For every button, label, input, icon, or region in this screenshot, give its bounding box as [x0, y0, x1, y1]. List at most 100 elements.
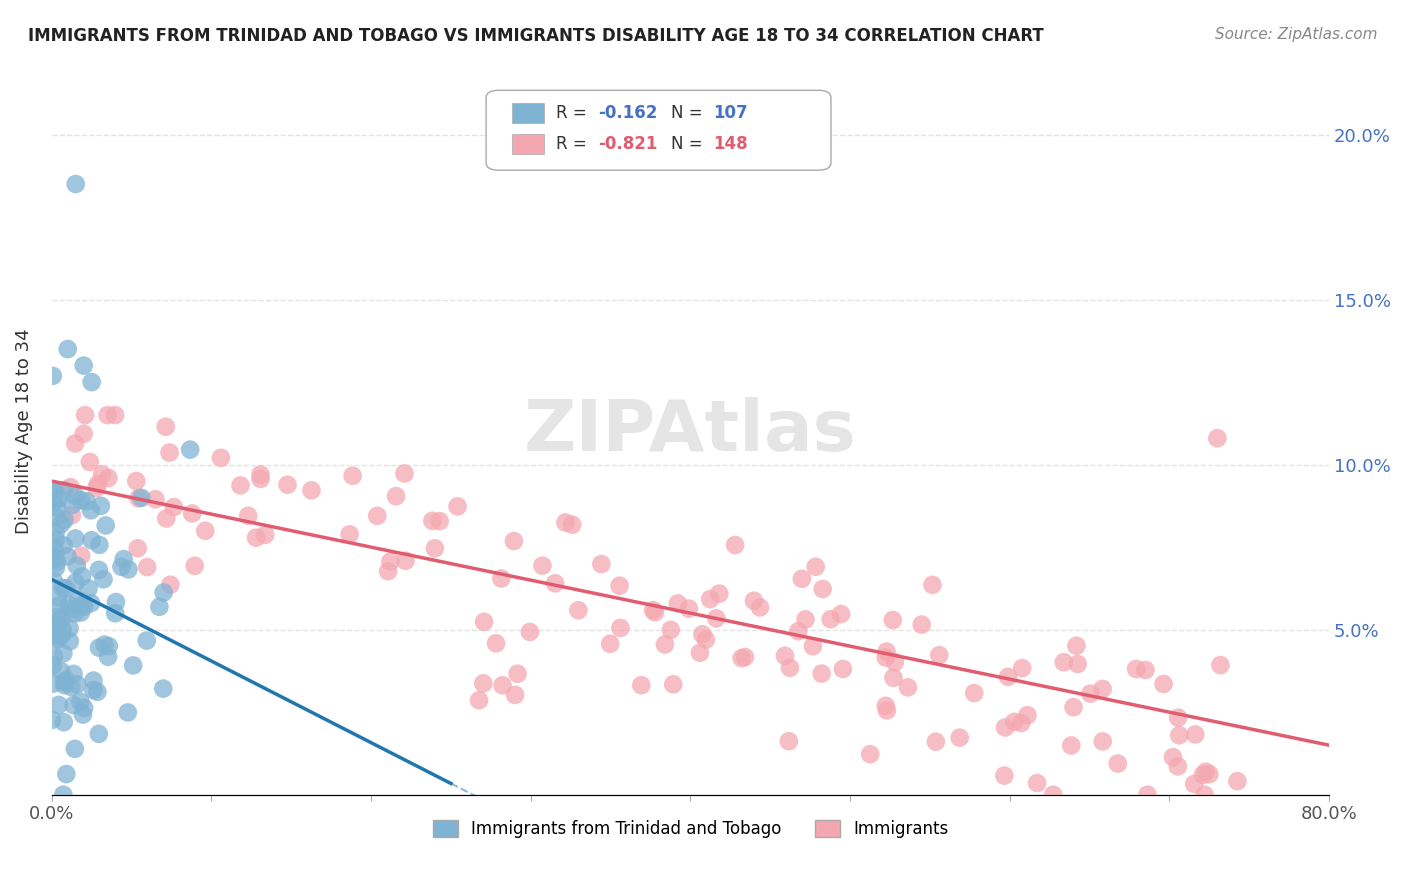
Immigrants from Trinidad and Tobago [52, 581, 75, 595]
Immigrants from Trinidad and Tobago [97, 639, 120, 653]
Immigrants [145, 492, 167, 507]
Immigrants from Trinidad and Tobago [69, 695, 91, 709]
Immigrants from Trinidad and Tobago [46, 491, 69, 506]
Immigrants [911, 617, 934, 632]
Immigrants [238, 508, 260, 523]
Immigrants from Trinidad and Tobago [46, 632, 69, 647]
Immigrants from Trinidad and Tobago [52, 483, 75, 497]
Immigrants from Trinidad and Tobago [65, 532, 87, 546]
Immigrants [159, 445, 181, 459]
Text: N =: N = [671, 103, 709, 122]
Immigrants [155, 419, 177, 434]
Immigrants [790, 572, 813, 586]
Immigrants from Trinidad and Tobago [104, 595, 127, 609]
Immigrants from Trinidad and Tobago [46, 555, 69, 569]
Immigrants [561, 517, 583, 532]
Immigrants [1209, 658, 1232, 673]
Immigrants [209, 450, 232, 465]
Immigrants [276, 477, 298, 491]
Immigrants [875, 650, 897, 665]
Immigrants [155, 511, 177, 525]
Immigrants [59, 480, 82, 494]
Immigrants from Trinidad and Tobago [80, 375, 103, 389]
Immigrants from Trinidad and Tobago [48, 627, 70, 641]
Immigrants [1091, 681, 1114, 696]
FancyBboxPatch shape [512, 134, 544, 154]
Immigrants from Trinidad and Tobago [60, 680, 83, 694]
Immigrants from Trinidad and Tobago [63, 742, 86, 756]
Immigrants from Trinidad and Tobago [148, 599, 170, 614]
Immigrants from Trinidad and Tobago [46, 500, 69, 515]
Immigrants [599, 637, 621, 651]
Immigrants [531, 558, 554, 573]
Immigrants [666, 597, 689, 611]
Immigrants [96, 408, 118, 422]
Immigrants [820, 612, 842, 626]
Immigrants [921, 578, 943, 592]
Immigrants [1107, 756, 1129, 771]
Immigrants [695, 632, 717, 647]
Immigrants from Trinidad and Tobago [80, 503, 103, 517]
Text: -0.162: -0.162 [599, 103, 658, 122]
Immigrants [394, 554, 416, 568]
Immigrants from Trinidad and Tobago [66, 677, 89, 691]
Immigrants [659, 623, 682, 637]
Immigrants [73, 408, 96, 422]
Immigrants [91, 467, 114, 482]
Immigrants [394, 467, 416, 481]
Immigrants [882, 613, 904, 627]
Immigrants [1091, 734, 1114, 748]
Immigrants from Trinidad and Tobago [56, 549, 79, 564]
Text: N =: N = [671, 135, 709, 153]
Immigrants [925, 735, 948, 749]
Immigrants from Trinidad and Tobago [152, 681, 174, 696]
Immigrants [544, 576, 567, 591]
Immigrants from Trinidad and Tobago [44, 541, 66, 556]
Immigrants [591, 557, 613, 571]
Immigrants from Trinidad and Tobago [93, 572, 115, 586]
Immigrants [159, 577, 181, 591]
Immigrants from Trinidad and Tobago [58, 621, 80, 635]
FancyBboxPatch shape [512, 103, 544, 123]
Immigrants from Trinidad and Tobago [122, 658, 145, 673]
Immigrants [127, 491, 149, 506]
Immigrants [928, 648, 950, 663]
Immigrants from Trinidad and Tobago [52, 623, 75, 637]
Immigrants from Trinidad and Tobago [89, 538, 111, 552]
Immigrants [654, 638, 676, 652]
Immigrants [692, 627, 714, 641]
Immigrants [730, 651, 752, 665]
Immigrants [1042, 788, 1064, 802]
Immigrants from Trinidad and Tobago [55, 582, 77, 596]
Immigrants [554, 516, 576, 530]
Immigrants from Trinidad and Tobago [97, 649, 120, 664]
Immigrants from Trinidad and Tobago [65, 177, 87, 191]
Immigrants [876, 644, 898, 658]
Immigrants from Trinidad and Tobago [53, 674, 76, 689]
Immigrants [1206, 431, 1229, 445]
Immigrants [662, 677, 685, 691]
Immigrants [699, 592, 721, 607]
Immigrants from Trinidad and Tobago [82, 683, 104, 698]
Immigrants [1194, 788, 1216, 802]
Immigrants from Trinidad and Tobago [87, 727, 110, 741]
Immigrants from Trinidad and Tobago [60, 498, 83, 512]
Text: 148: 148 [713, 135, 748, 153]
Immigrants [993, 769, 1015, 783]
Immigrants [194, 524, 217, 538]
Immigrants from Trinidad and Tobago [51, 611, 73, 625]
Immigrants [749, 600, 772, 615]
Immigrants from Trinidad and Tobago [42, 368, 65, 383]
Immigrants from Trinidad and Tobago [44, 551, 66, 566]
Immigrants from Trinidad and Tobago [117, 562, 139, 576]
Immigrants [1195, 764, 1218, 779]
Immigrants from Trinidad and Tobago [46, 621, 69, 635]
Immigrants [181, 507, 204, 521]
Immigrants [423, 541, 446, 556]
Immigrants from Trinidad and Tobago [45, 560, 67, 574]
Immigrants from Trinidad and Tobago [48, 698, 70, 712]
Immigrants from Trinidad and Tobago [94, 518, 117, 533]
Text: -0.821: -0.821 [599, 135, 658, 153]
Immigrants [301, 483, 323, 498]
Immigrants from Trinidad and Tobago [44, 483, 66, 497]
